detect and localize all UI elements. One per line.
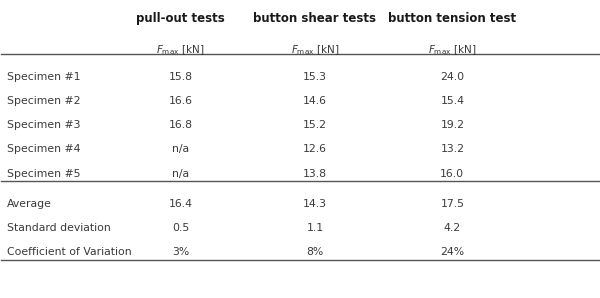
Text: 1.1: 1.1: [307, 223, 323, 233]
Text: $F_{\rm max}$ [kN]: $F_{\rm max}$ [kN]: [157, 43, 205, 57]
Text: 16.0: 16.0: [440, 169, 464, 179]
Text: Specimen #5: Specimen #5: [7, 169, 81, 179]
Text: Specimen #3: Specimen #3: [7, 120, 81, 130]
Text: Standard deviation: Standard deviation: [7, 223, 111, 233]
Text: 16.4: 16.4: [169, 198, 193, 209]
Text: 8%: 8%: [307, 247, 323, 257]
Text: Coefficient of Variation: Coefficient of Variation: [7, 247, 132, 257]
Text: 3%: 3%: [172, 247, 189, 257]
Text: 15.8: 15.8: [169, 72, 193, 82]
Text: 16.8: 16.8: [169, 120, 193, 130]
Text: 16.6: 16.6: [169, 96, 193, 106]
Text: 0.5: 0.5: [172, 223, 189, 233]
Text: Specimen #4: Specimen #4: [7, 144, 81, 154]
Text: $F_{\rm max}$ [kN]: $F_{\rm max}$ [kN]: [428, 43, 476, 57]
Text: button shear tests: button shear tests: [253, 12, 376, 25]
Text: pull-out tests: pull-out tests: [136, 12, 225, 25]
Text: 24%: 24%: [440, 247, 464, 257]
Text: 15.2: 15.2: [303, 120, 327, 130]
Text: 24.0: 24.0: [440, 72, 464, 82]
Text: 13.8: 13.8: [303, 169, 327, 179]
Text: 12.6: 12.6: [303, 144, 327, 154]
Text: button tension test: button tension test: [388, 12, 517, 25]
Text: 19.2: 19.2: [440, 120, 464, 130]
Text: Average: Average: [7, 198, 52, 209]
Text: n/a: n/a: [172, 169, 189, 179]
Text: 4.2: 4.2: [444, 223, 461, 233]
Text: 17.5: 17.5: [440, 198, 464, 209]
Text: 14.6: 14.6: [303, 96, 327, 106]
Text: 13.2: 13.2: [440, 144, 464, 154]
Text: n/a: n/a: [172, 144, 189, 154]
Text: 15.4: 15.4: [440, 96, 464, 106]
Text: Specimen #2: Specimen #2: [7, 96, 81, 106]
Text: $F_{\rm max}$ [kN]: $F_{\rm max}$ [kN]: [291, 43, 339, 57]
Text: 14.3: 14.3: [303, 198, 327, 209]
Text: Specimen #1: Specimen #1: [7, 72, 81, 82]
Text: 15.3: 15.3: [303, 72, 327, 82]
